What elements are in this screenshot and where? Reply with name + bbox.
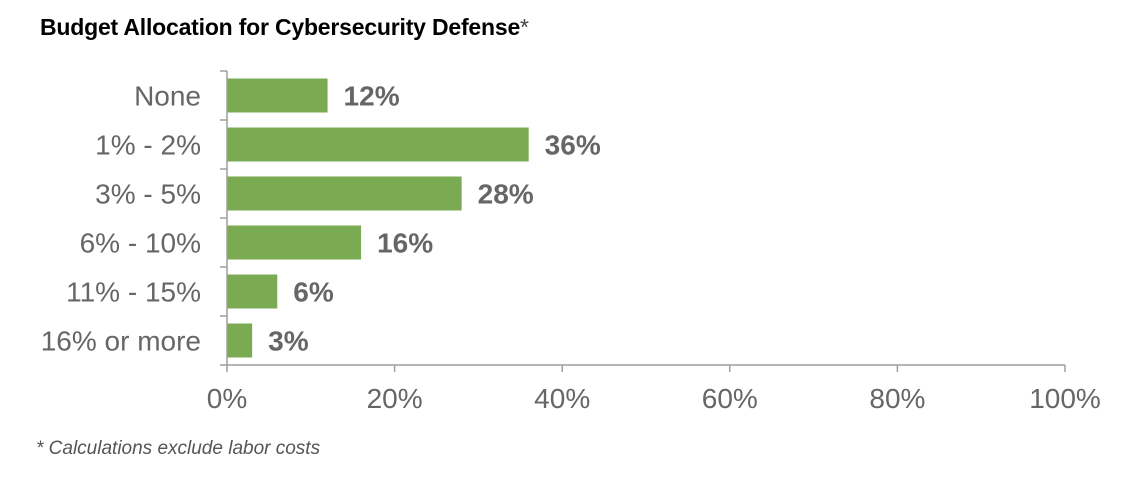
data-label-1: 36%	[545, 130, 601, 161]
bar-3	[227, 225, 362, 260]
category-label-4: 11% - 15%	[66, 277, 201, 308]
x-tick-label-3: 60%	[702, 383, 758, 414]
category-label-0: None	[134, 81, 201, 112]
x-tick-label-5: 100%	[1029, 383, 1101, 414]
data-label-0: 12%	[344, 81, 400, 112]
x-tick-label-0: 0%	[207, 383, 247, 414]
bar-0	[227, 78, 328, 113]
x-tick-label-4: 80%	[869, 383, 925, 414]
data-label-4: 6%	[293, 277, 334, 308]
category-label-3: 6% - 10%	[80, 228, 201, 259]
bar-1	[227, 127, 529, 162]
category-label-5: 16% or more	[41, 326, 201, 357]
category-label-1: 1% - 2%	[95, 130, 201, 161]
chart-title-asterisk: *	[520, 14, 529, 40]
footnote: * Calculations exclude labor costs	[36, 438, 321, 459]
x-tick-label-2: 40%	[534, 383, 590, 414]
bar-2	[227, 176, 462, 211]
data-label-5: 3%	[268, 326, 309, 357]
x-tick-label-1: 20%	[367, 383, 423, 414]
axes-group	[220, 70, 1066, 372]
labels-group: None 12% 1% - 2% 36% 3% - 5% 28% 6% - 10% 16% 11…	[41, 81, 1101, 415]
category-label-2: 3% - 5%	[95, 179, 201, 210]
chart-title-text: Budget Allocation for Cybersecurity Defe…	[40, 14, 521, 40]
chart-title: Budget Allocation for Cybersecurity Defe…	[40, 14, 529, 41]
data-label-2: 28%	[478, 179, 534, 210]
bar-4	[227, 274, 278, 309]
bar-5	[227, 323, 253, 358]
data-label-3: 16%	[377, 228, 433, 259]
bars-group	[227, 78, 529, 358]
